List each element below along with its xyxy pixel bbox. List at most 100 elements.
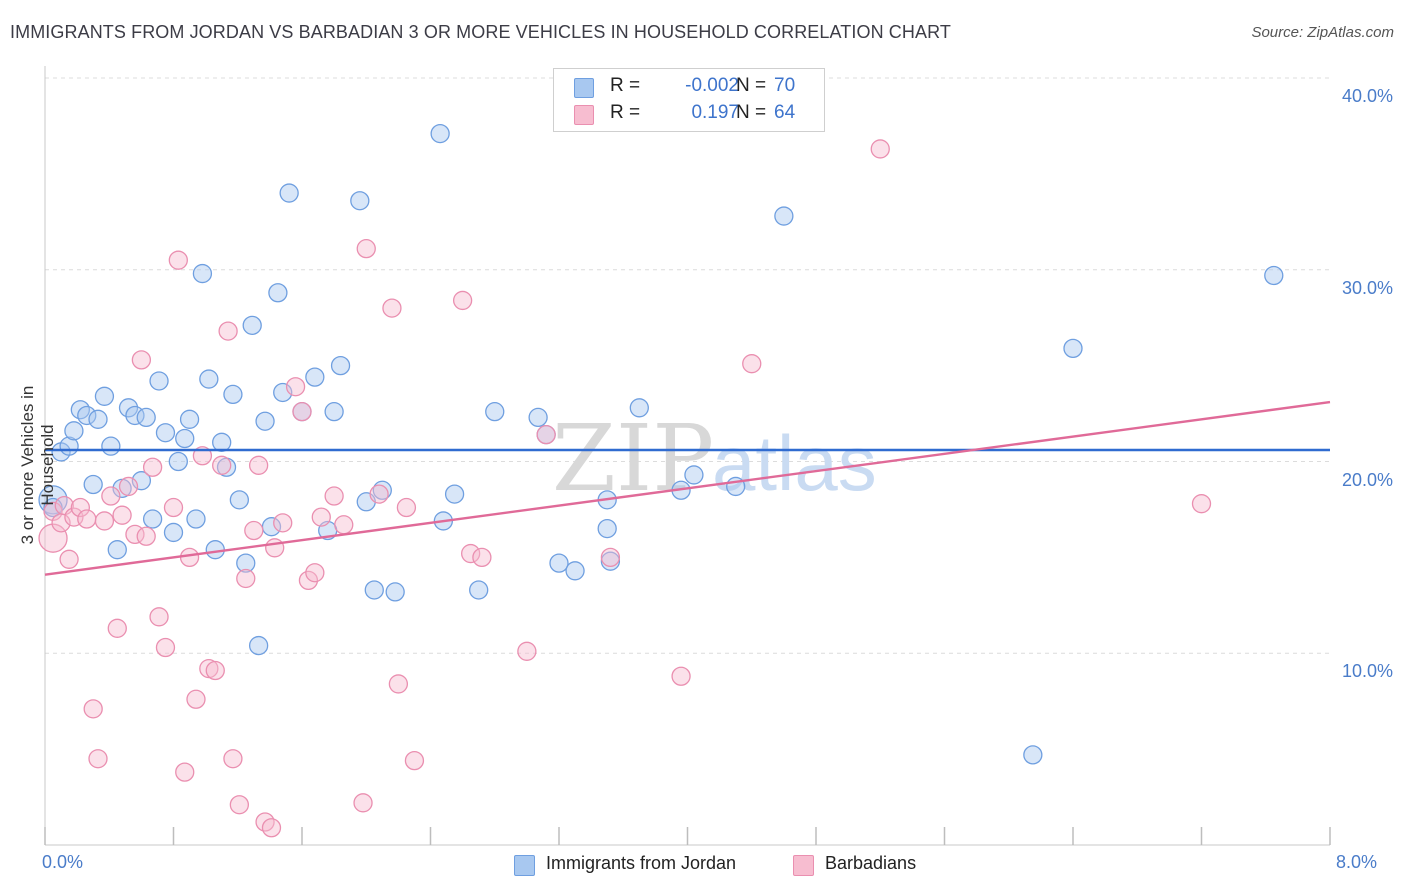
data-point xyxy=(94,511,115,531)
data-point xyxy=(324,486,344,506)
data-point xyxy=(218,321,238,341)
data-point xyxy=(404,750,425,771)
data-point xyxy=(205,660,225,681)
data-point xyxy=(175,762,195,782)
data-point xyxy=(107,618,127,638)
data-point xyxy=(671,666,691,686)
data-point xyxy=(155,637,176,658)
data-point xyxy=(774,206,794,226)
legend-n-value: 64 xyxy=(774,102,796,123)
data-point xyxy=(142,457,163,477)
legend-r-value: 0.197 xyxy=(691,102,739,123)
data-point xyxy=(388,674,409,694)
data-point xyxy=(101,486,121,506)
data-point xyxy=(244,520,264,541)
source-label: Source: ZipAtlas.com xyxy=(1251,24,1394,41)
axes xyxy=(44,66,1331,846)
data-point xyxy=(212,432,232,452)
y-tick-label-40: 40.0% xyxy=(1341,86,1393,106)
legend-r-label: R = xyxy=(610,75,641,96)
data-point xyxy=(334,515,354,535)
data-point xyxy=(168,250,188,270)
data-point xyxy=(629,398,649,418)
data-point xyxy=(279,183,299,203)
data-point xyxy=(64,421,84,441)
data-point xyxy=(212,455,232,475)
y-axis-label: 3 or more Vehicles in Household xyxy=(18,385,57,545)
data-point xyxy=(112,505,132,525)
trend-lines xyxy=(44,400,1331,576)
data-point xyxy=(70,497,90,518)
data-point xyxy=(600,547,621,568)
legend-swatch-jordan xyxy=(514,855,535,876)
legend-n-label: N = xyxy=(736,102,767,123)
legend-r-label: R = xyxy=(610,102,641,123)
data-point xyxy=(684,465,704,485)
legend-swatch-barbadians xyxy=(793,855,814,876)
data-point xyxy=(528,407,548,428)
data-point xyxy=(186,509,206,529)
data-point xyxy=(199,369,219,389)
series-barbadians-points xyxy=(38,139,1212,838)
data-point xyxy=(229,490,250,510)
data-point xyxy=(1063,338,1083,359)
data-point xyxy=(485,401,505,422)
legend-r-value: -0.002 xyxy=(685,75,739,96)
data-point xyxy=(101,436,121,456)
data-point xyxy=(223,749,243,769)
data-point xyxy=(163,522,184,543)
data-point xyxy=(549,553,569,573)
data-point xyxy=(205,540,225,560)
correlation-legend: R = -0.002 N = 70 R = 0.197 N = 64 xyxy=(553,68,825,132)
x-tick-max: 8.0% xyxy=(1336,852,1378,872)
data-point xyxy=(192,446,213,466)
data-point xyxy=(88,749,108,769)
data-point xyxy=(285,377,306,397)
data-point xyxy=(1023,745,1043,765)
data-point xyxy=(536,425,556,445)
data-point xyxy=(742,354,762,374)
data-point xyxy=(248,455,269,475)
data-point xyxy=(88,409,108,429)
data-point xyxy=(382,298,402,318)
data-point xyxy=(1191,494,1212,514)
data-point xyxy=(469,580,489,600)
data-point xyxy=(149,371,169,391)
data-point xyxy=(136,407,156,428)
data-point xyxy=(83,474,103,495)
data-point xyxy=(248,635,269,656)
watermark-atlas: atlas xyxy=(712,419,877,507)
data-point xyxy=(236,553,256,573)
x-tick-min: 0.0% xyxy=(42,852,84,872)
data-point xyxy=(179,547,200,568)
data-point xyxy=(330,355,351,376)
data-point xyxy=(186,689,206,709)
data-point xyxy=(38,485,68,515)
legend-swatch-barbadians xyxy=(574,105,594,125)
data-point xyxy=(77,405,97,426)
data-point xyxy=(385,582,405,602)
watermark: ZIP atlas xyxy=(552,405,877,512)
data-point xyxy=(168,451,188,472)
data-point xyxy=(444,484,465,504)
data-point xyxy=(292,401,312,422)
data-point xyxy=(242,315,262,336)
series-legend: Immigrants from Jordan Barbadians xyxy=(0,853,1406,877)
data-point xyxy=(163,497,184,518)
data-point xyxy=(350,191,370,211)
data-point xyxy=(472,547,492,568)
data-point xyxy=(364,580,384,600)
y-tick-label-30: 30.0% xyxy=(1341,277,1393,298)
data-point xyxy=(1264,265,1284,286)
legend-label-barbadians: Barbadians xyxy=(825,853,917,873)
data-point xyxy=(229,795,250,815)
data-point xyxy=(179,409,200,429)
data-point xyxy=(131,350,152,370)
watermark-zip: ZIP xyxy=(552,405,714,512)
legend-n-value: 70 xyxy=(774,75,796,96)
data-point xyxy=(369,484,389,504)
data-point xyxy=(236,568,256,589)
data-point xyxy=(175,428,195,449)
data-point xyxy=(118,476,139,497)
data-point xyxy=(223,384,243,405)
